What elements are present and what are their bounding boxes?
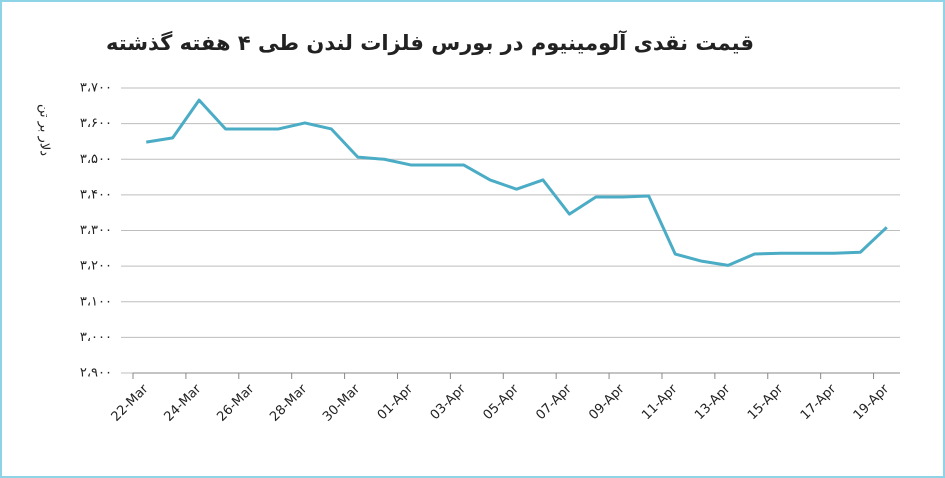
y-tick-label: ۳،۷۰۰ [80,81,112,96]
y-axis-label: دلار بر تن [37,104,52,156]
y-tick-label: ۳،۴۰۰ [80,187,112,202]
y-tick-label: ۳،۶۰۰ [80,116,112,131]
y-tick-label: ۳،۱۰۰ [80,294,112,309]
line-series [145,98,888,267]
y-tick-label: ۳،۲۰۰ [80,259,112,274]
chart-title: قیمت نقدی آلومینیوم در بورس فلزات لندن ط… [106,30,754,55]
y-tick-label: ۲،۹۰۰ [80,366,112,381]
y-tick-label: ۳،۵۰۰ [80,152,112,167]
y-tick-label: ۳،۳۰۰ [80,223,112,238]
y-tick-label: ۳،۰۰۰ [80,330,112,345]
